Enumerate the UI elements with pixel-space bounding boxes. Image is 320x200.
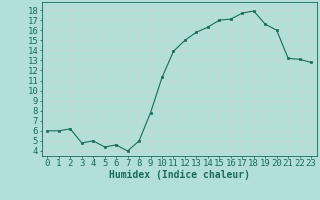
X-axis label: Humidex (Indice chaleur): Humidex (Indice chaleur) [109, 170, 250, 180]
